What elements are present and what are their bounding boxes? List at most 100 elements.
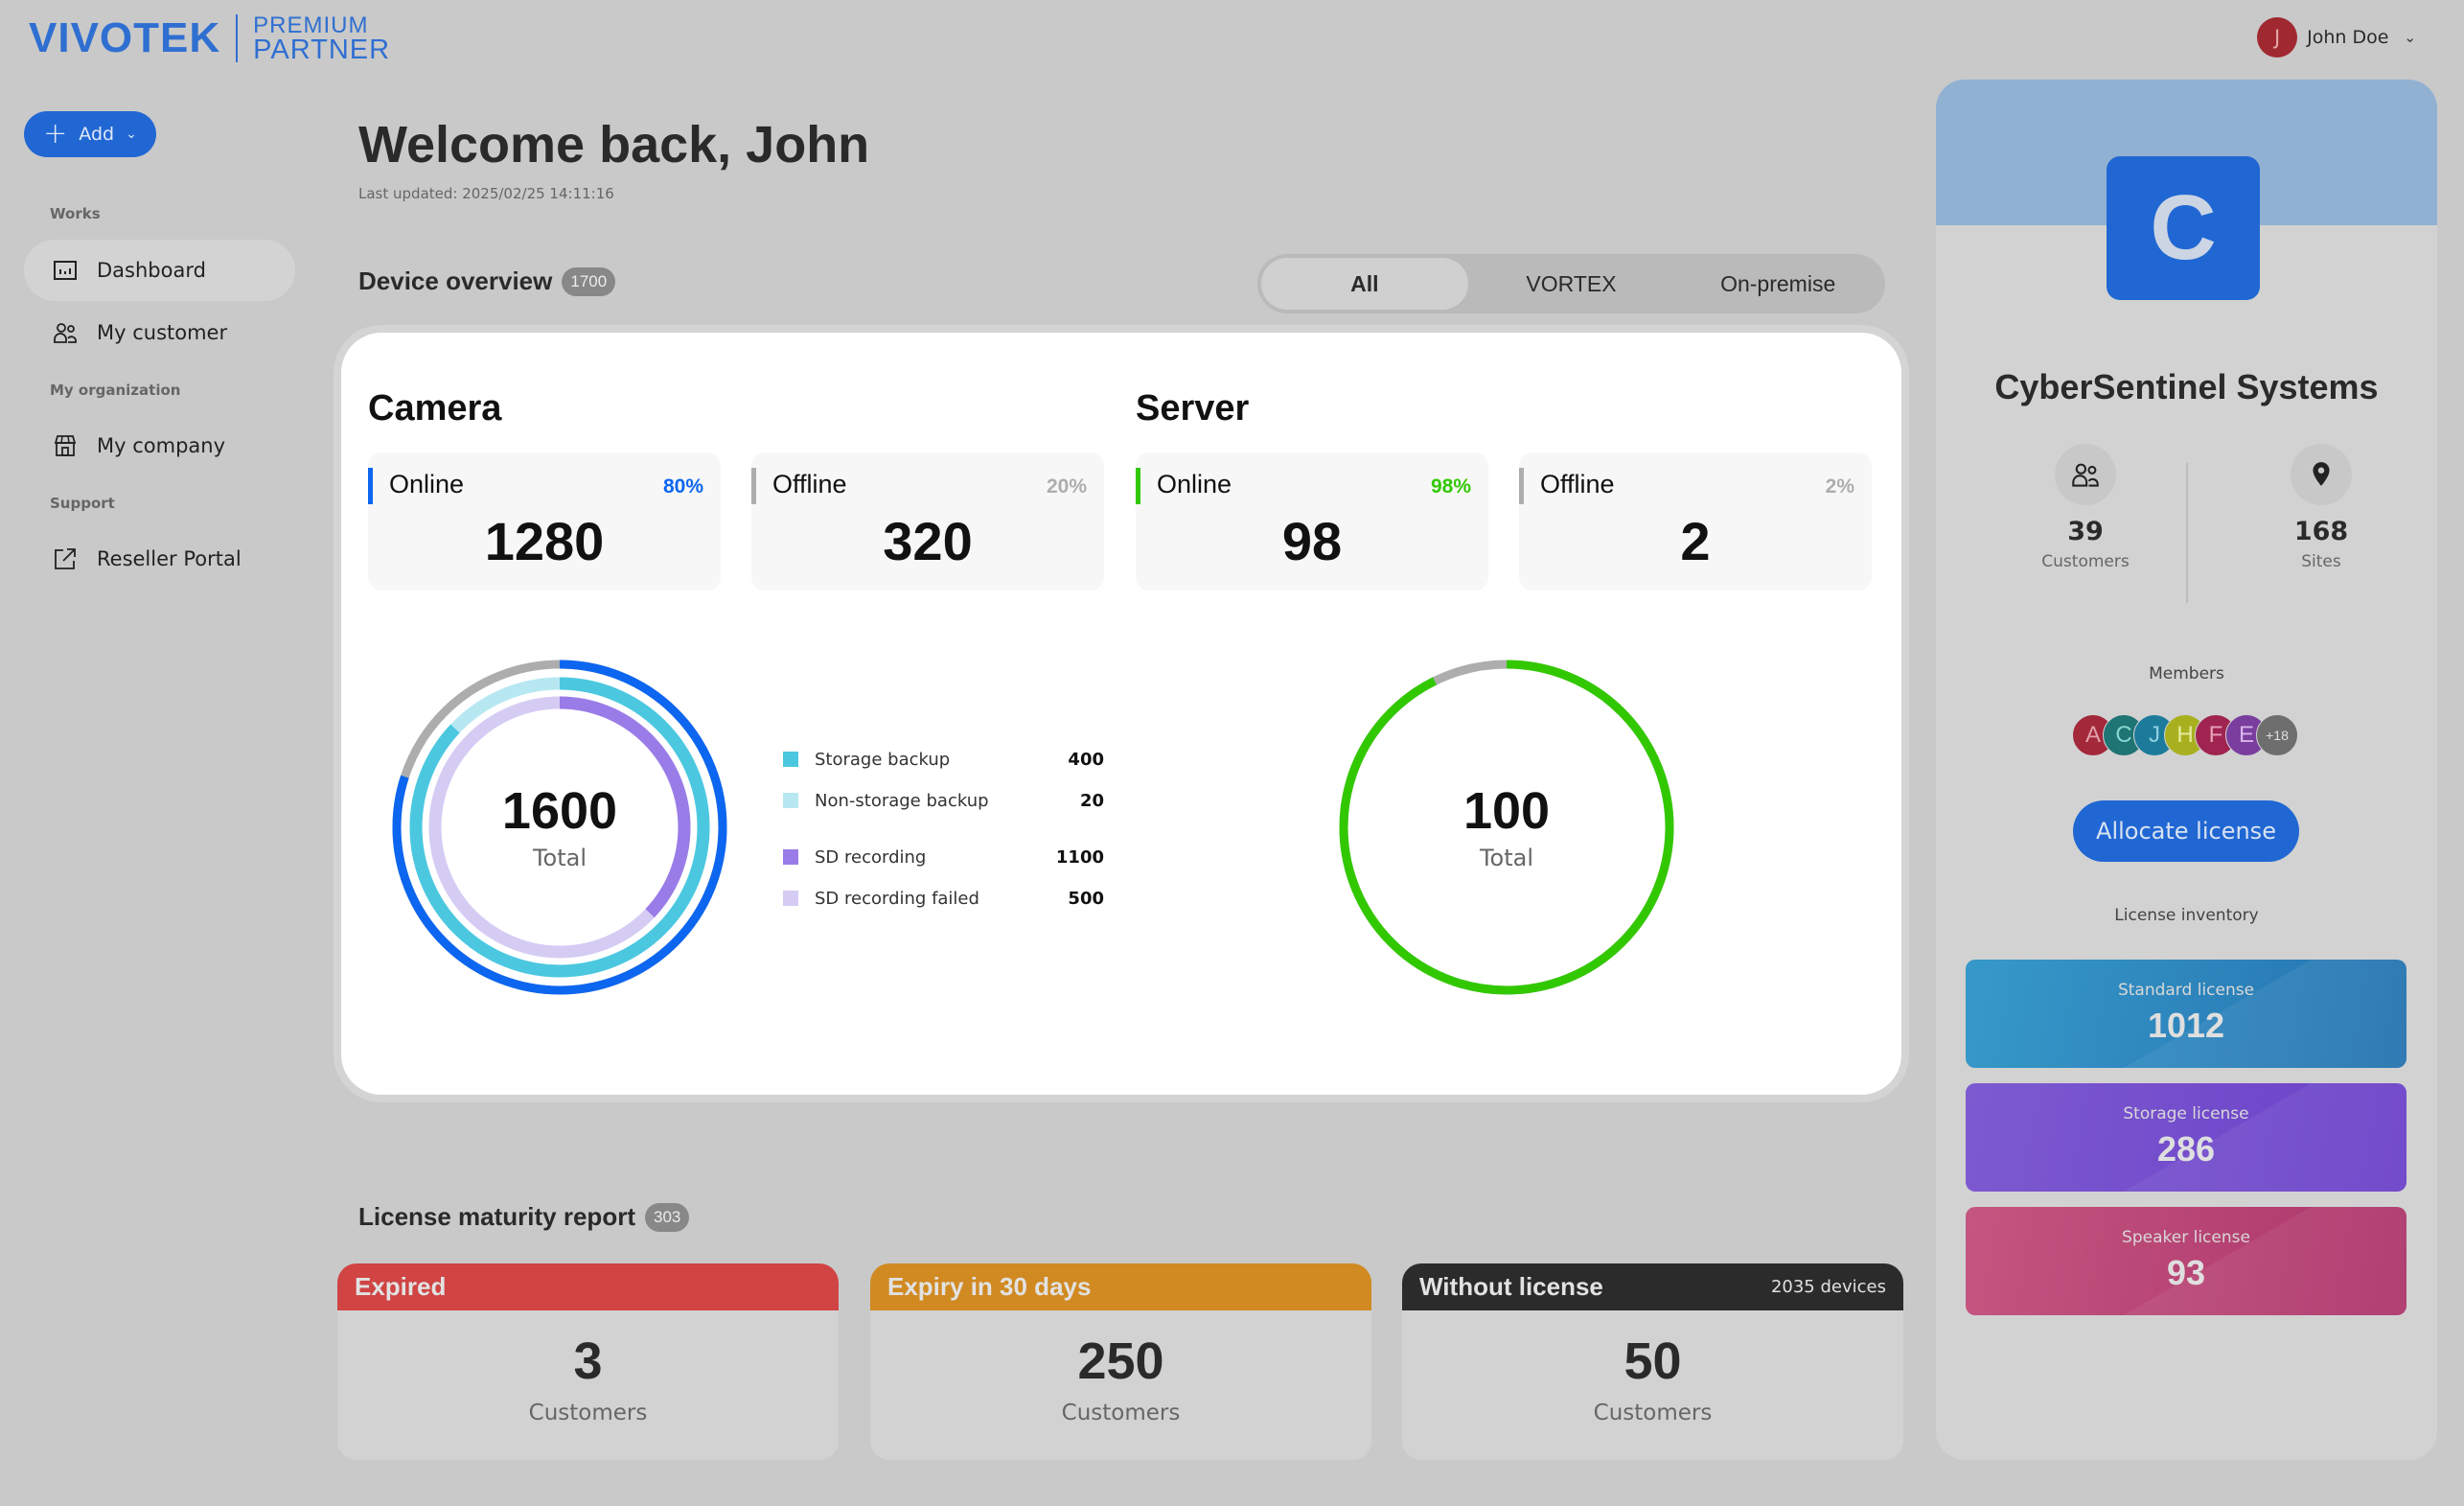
stat-percent: 20% [1046,475,1087,498]
camera-offline-stat[interactable]: Offline 20% 320 [751,452,1104,591]
maturity-card-sub: Customers [1061,1401,1181,1425]
maturity-card-expired[interactable]: Expired 3 Customers [337,1263,839,1460]
customers-count: 39 [2067,517,2104,546]
maturity-card-sub: Customers [1593,1401,1713,1425]
server-donut-center: 100 Total [1338,781,1675,871]
license-value: 93 [2166,1253,2206,1292]
tab-vortex[interactable]: VORTEX [1526,270,1617,296]
sidebar-item-dashboard[interactable]: Dashboard [24,240,295,301]
external-link-icon [53,546,78,571]
logo-divider [236,14,239,62]
sites-label: Sites [2301,552,2341,571]
sidebar-item-my-company[interactable]: My company [24,415,295,476]
device-overview-heading: Device overview 1700 [358,266,616,296]
company-panel: C CyberSentinel Systems 39 Customers 168… [1936,80,2437,1460]
maturity-card-value: 3 [573,1332,603,1390]
maturity-card-without-license[interactable]: Without license 2035 devices 50 Customer… [1402,1263,1903,1460]
logo-sub-line1: PREMIUM [253,12,369,38]
logo-wordmark: VIVOTEK [29,14,221,61]
server-offline-stat[interactable]: Offline 2% 2 [1519,452,1872,591]
customers-label: Customers [2041,552,2130,571]
stat-label: Offline [1540,470,1615,498]
maturity-card-header: Expiry in 30 days [870,1263,1371,1310]
license-maturity-heading: License maturity report 303 [358,1202,690,1232]
maturity-card-value: 250 [1077,1332,1164,1390]
legend-swatch [783,891,798,906]
member-avatars[interactable]: A C J H F E +18 [2072,714,2298,756]
legend-label: Storage backup [815,749,951,770]
add-button[interactable]: + Add ⌄ [24,111,156,157]
maturity-card-title: Expiry in 30 days [887,1272,1092,1301]
server-ring [1339,660,1674,995]
stats-divider [2186,463,2188,603]
users-icon [53,320,78,345]
maturity-card-expiry-30[interactable]: Expiry in 30 days 250 Customers [870,1263,1371,1460]
camera-online-stat[interactable]: Online 80% 1280 [368,452,721,591]
sidebar-item-label: Dashboard [97,259,206,282]
logo-sub-line2: PARTNER [253,35,391,65]
server-total-value: 100 [1462,782,1551,840]
user-menu[interactable]: J John Doe ⌄ [2257,17,2416,58]
user-avatar: J [2257,17,2298,58]
legend-value: 1100 [1055,846,1104,868]
user-name: John Doe [2307,27,2389,48]
stat-value: 98 [1281,511,1343,571]
plus-icon: + [43,117,68,151]
server-total-label: Total [1479,845,1534,871]
legend-value: 400 [1068,749,1104,770]
online-indicator [1136,468,1140,504]
stat-percent: 98% [1430,475,1471,498]
camera-donut-center: 1600 Total [391,781,728,871]
sidebar-item-label: My company [97,434,226,457]
offline-indicator [751,468,756,504]
maturity-card-header: Without license 2035 devices [1402,1263,1903,1310]
sidebar-item-reseller-portal[interactable]: Reseller Portal [24,528,295,590]
license-inventory-label: License inventory [2114,906,2259,925]
legend-item: SD recording 1100 [783,846,1104,869]
legend-swatch [783,793,798,808]
device-count-badge: 1700 [562,266,616,296]
device-filter-tabs: All VORTEX On-premise [1257,254,1885,313]
license-maturity-count-badge: 303 [644,1202,690,1232]
camera-total-value: 1600 [501,782,618,840]
stat-label: Online [389,470,465,498]
server-title: Server [1136,388,1250,429]
legend-swatch [783,752,798,767]
device-count: 2035 devices [1770,1277,1886,1297]
camera-total-label: Total [532,845,587,871]
license-label: Standard license [2117,981,2255,1000]
members-label: Members [2149,664,2224,683]
tab-all[interactable]: All [1261,258,1468,310]
add-button-label: Add [79,124,115,145]
company-name: CyberSentinel Systems [1994,367,2379,406]
standard-license-card[interactable]: Standard license 1012 [1966,960,2406,1068]
sidebar-section-support: Support [50,495,115,512]
speaker-license-card[interactable]: Speaker license 93 [1966,1207,2406,1315]
stat-percent: 2% [1825,475,1854,498]
vivotek-logo[interactable]: VIVOTEK PREMIUM PARTNER [29,12,391,65]
sidebar-section-works: Works [50,205,101,222]
online-indicator [368,468,373,504]
customers-stat[interactable]: 39 Customers [1990,444,2181,571]
camera-donut-chart: 1600 Total [391,659,728,996]
license-value: 1012 [2147,1006,2225,1045]
allocate-license-button[interactable]: Allocate license [2073,800,2299,862]
more-members-badge[interactable]: +18 [2256,714,2298,756]
store-icon [53,433,78,458]
chevron-down-icon: ⌄ [2404,29,2416,46]
legend-item: SD recording failed 500 [783,887,1104,910]
server-online-stat[interactable]: Online 98% 98 [1136,452,1488,591]
license-label: Speaker license [2122,1228,2250,1247]
stat-label: Online [1157,470,1232,498]
license-value: 286 [2156,1129,2216,1169]
stat-value: 320 [883,511,973,571]
stat-label: Offline [772,470,847,498]
sites-stat[interactable]: 168 Sites [2225,444,2417,571]
license-label: Storage license [2123,1104,2249,1124]
location-pin-icon [2291,444,2352,505]
offline-indicator [1519,468,1524,504]
sidebar-item-my-customer[interactable]: My customer [24,302,295,363]
logo-subtitle: PREMIUM PARTNER [253,12,391,65]
storage-license-card[interactable]: Storage license 286 [1966,1083,2406,1192]
tab-on-premise[interactable]: On-premise [1720,270,1836,296]
